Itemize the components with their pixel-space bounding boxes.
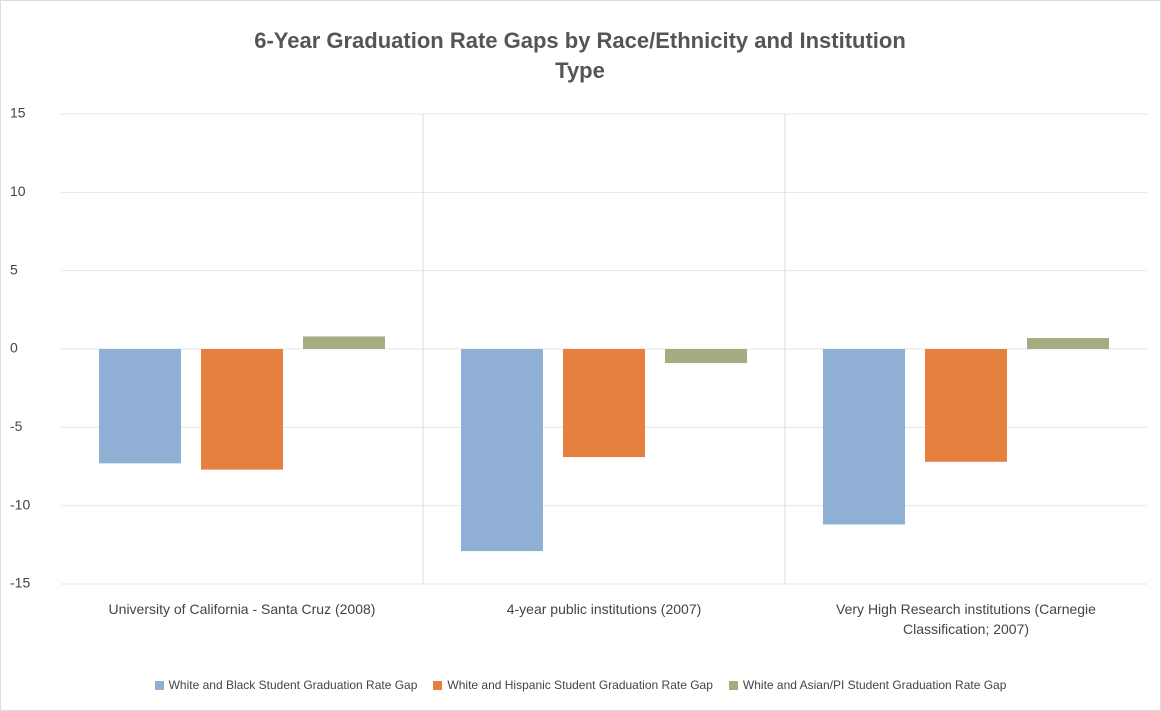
bar bbox=[1027, 338, 1109, 349]
x-tick-label: 4-year public institutions (2007) bbox=[506, 601, 702, 617]
x-tick-label: Very High Research institutions (Carnegi… bbox=[836, 601, 1096, 637]
legend-label: White and Black Student Graduation Rate … bbox=[168, 678, 418, 692]
bar bbox=[99, 349, 181, 464]
y-tick-label: -5 bbox=[10, 418, 23, 434]
legend-swatch bbox=[154, 680, 164, 690]
bar bbox=[201, 349, 283, 470]
y-tick-label: 15 bbox=[10, 105, 26, 121]
y-tick-label: 10 bbox=[10, 183, 26, 199]
legend-item: White and Hispanic Student Graduation Ra… bbox=[433, 678, 713, 692]
bar bbox=[925, 349, 1007, 462]
y-tick-label: -10 bbox=[10, 496, 30, 512]
bar bbox=[665, 349, 747, 364]
legend-swatch bbox=[433, 680, 443, 690]
bar bbox=[303, 336, 385, 349]
x-tick-label: University of California - Santa Cruz (2… bbox=[108, 601, 376, 617]
bar bbox=[461, 349, 543, 552]
y-tick-label: -15 bbox=[10, 575, 30, 591]
legend-label: White and Asian/PI Student Graduation Ra… bbox=[742, 678, 1007, 692]
legend-item: White and Black Student Graduation Rate … bbox=[154, 678, 418, 692]
legend-label: White and Hispanic Student Graduation Ra… bbox=[447, 678, 713, 692]
chart-title: 6-Year Graduation Rate Gaps by Race/Ethn… bbox=[254, 28, 906, 83]
legend-swatch bbox=[728, 680, 738, 690]
y-tick-label: 5 bbox=[10, 261, 18, 277]
legend: White and Black Student Graduation Rate … bbox=[0, 678, 1161, 692]
bar bbox=[823, 349, 905, 525]
bar bbox=[563, 349, 645, 458]
y-tick-label: 0 bbox=[10, 340, 18, 356]
legend-item: White and Asian/PI Student Graduation Ra… bbox=[728, 678, 1007, 692]
